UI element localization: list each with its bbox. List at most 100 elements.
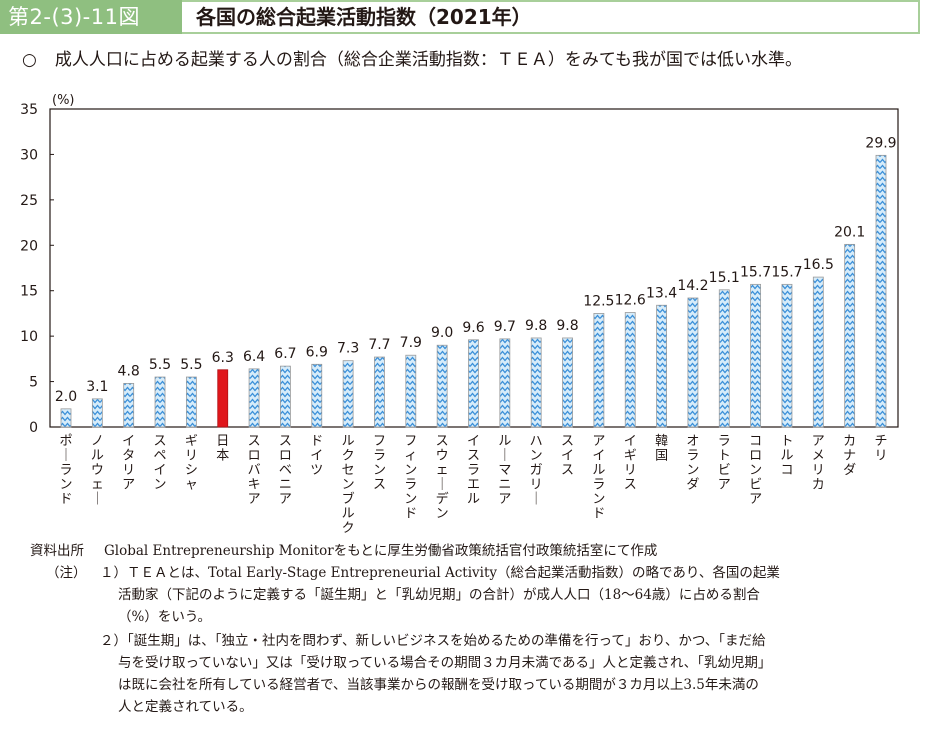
value-label: 20.1 bbox=[834, 224, 865, 240]
y-axis-ticks: 0 5 10 15 20 25 30 35 bbox=[20, 102, 54, 436]
value-label: 12.5 bbox=[583, 293, 614, 309]
note-label: （注） bbox=[46, 565, 87, 581]
value-labels: 2.0 3.1 4.8 5.5 5.5 6.3 6.4 6.7 6.9 7.3 7.7 7.9 9.0 9… bbox=[55, 135, 897, 404]
category-label: イギリス bbox=[624, 434, 637, 493]
bar-chart: (%) 0 5 10 15 20 25 30 35 2.0 3.1 4.8 5.5 5.5 6.3 6.4… bbox=[20, 93, 899, 536]
bar bbox=[91, 398, 103, 428]
note-2-line-2: 与を受け取っていない」又は「受け取っている場合その期間３カ月未満である」人と定義… bbox=[118, 655, 772, 671]
value-label: 16.5 bbox=[803, 257, 834, 273]
category-label: ドイツ bbox=[310, 434, 323, 478]
value-label: 9.8 bbox=[556, 318, 578, 334]
bar bbox=[781, 283, 793, 428]
category-label: スペイン bbox=[154, 434, 167, 493]
category-labels: ポ｜ランド ノルウェ｜ イタリア スペイン ギリシャ 日本 スロバキア スロベニア ドイツ ルクセ… bbox=[59, 434, 887, 536]
bar bbox=[60, 408, 72, 428]
bar bbox=[468, 339, 479, 428]
figure-number: 第2-(3)-11図 bbox=[0, 0, 182, 34]
note-2-line-1: ２）「誕生期」は、「独立・社内を問わず、新しいビジネスを始めるための準備を行って… bbox=[100, 633, 766, 649]
category-label: イスラエル bbox=[467, 434, 480, 507]
category-label: フィンランド bbox=[404, 434, 417, 522]
value-label: 9.8 bbox=[525, 318, 547, 334]
bar bbox=[123, 382, 135, 428]
category-label: スウェ｜デン bbox=[436, 434, 449, 522]
category-label: ポ｜ランド bbox=[59, 434, 72, 507]
bar bbox=[718, 289, 730, 428]
y-tick-label: 5 bbox=[29, 375, 38, 391]
bar bbox=[185, 376, 197, 428]
value-label: 3.1 bbox=[86, 379, 108, 395]
y-tick-label: 10 bbox=[20, 329, 38, 345]
value-label: 4.8 bbox=[118, 363, 140, 379]
note-2-line-4: 人と定義されている。 bbox=[118, 699, 253, 715]
category-label: ルクセンブルク bbox=[342, 434, 355, 536]
category-label: ギリシャ bbox=[185, 434, 198, 493]
value-label: 12.6 bbox=[615, 293, 646, 309]
category-label: スロベニア bbox=[279, 434, 292, 507]
note-2-line-3: は既に会社を所有している経営者で、当該事業からの報酬を受け取っている期間が３カ月… bbox=[118, 677, 759, 693]
category-label: アメリカ bbox=[812, 434, 825, 493]
summary-text: 成人人口に占める起業する人の割合（総合企業活動指数：ＴＥＡ）をみても我が国では低… bbox=[54, 50, 802, 70]
bar bbox=[280, 365, 291, 428]
value-label: 6.3 bbox=[212, 350, 234, 366]
bar bbox=[593, 313, 605, 428]
category-label: トルコ bbox=[780, 434, 793, 478]
value-label: 6.9 bbox=[306, 344, 328, 360]
category-label: ハンガリ｜ bbox=[530, 434, 543, 507]
y-tick-label: 0 bbox=[29, 420, 38, 436]
y-axis-unit-label: (%) bbox=[52, 93, 75, 108]
value-label: 5.5 bbox=[149, 357, 171, 373]
category-label: コロンビア bbox=[749, 434, 762, 507]
value-label: 7.7 bbox=[368, 337, 390, 353]
value-label: 13.4 bbox=[646, 285, 677, 301]
category-label: 韓国 bbox=[655, 434, 668, 464]
bar bbox=[875, 154, 887, 428]
value-label: 9.7 bbox=[494, 319, 516, 335]
category-label: 日本 bbox=[216, 434, 229, 464]
bar bbox=[374, 356, 385, 428]
bar bbox=[248, 368, 260, 428]
value-label: 6.4 bbox=[243, 349, 265, 365]
bullet-circle-icon: ○ bbox=[22, 50, 37, 70]
category-label: チリ bbox=[874, 434, 887, 464]
bar bbox=[342, 360, 354, 428]
value-label: 7.3 bbox=[337, 341, 359, 357]
category-label: スイス bbox=[561, 434, 574, 478]
source-text: Global Entrepreneurship Monitorをもとに厚生労働省… bbox=[104, 543, 658, 559]
bar bbox=[405, 354, 417, 428]
value-label: 14.2 bbox=[677, 278, 708, 294]
bar bbox=[624, 312, 636, 428]
value-label: 5.5 bbox=[180, 357, 202, 373]
value-label: 7.9 bbox=[400, 335, 422, 351]
y-tick-label: 15 bbox=[20, 284, 38, 300]
bar bbox=[687, 297, 699, 428]
bar bbox=[844, 243, 856, 428]
figure-title: 各国の総合起業活動指数（2021年） bbox=[182, 0, 920, 34]
value-label: 2.0 bbox=[55, 389, 77, 405]
value-label: 15.1 bbox=[709, 270, 740, 286]
value-label: 9.0 bbox=[431, 325, 453, 341]
category-label: ル｜マニア bbox=[498, 434, 511, 507]
bar bbox=[812, 276, 824, 428]
bars bbox=[60, 154, 887, 428]
category-label: ノルウェ｜ bbox=[91, 434, 104, 507]
category-label: アイルランド bbox=[592, 434, 605, 522]
source-label: 資料出所 bbox=[30, 543, 84, 559]
bar bbox=[656, 304, 667, 428]
y-tick-label: 30 bbox=[20, 147, 38, 163]
value-label: 15.7 bbox=[740, 264, 771, 280]
category-label: イタリア bbox=[122, 434, 135, 493]
value-label: 6.7 bbox=[274, 346, 296, 362]
category-label: ラトビア bbox=[718, 434, 731, 493]
value-label: 15.7 bbox=[771, 264, 802, 280]
bar bbox=[562, 337, 573, 428]
note-1-line-2: 活動家（下記のように定義する「誕生期」と「乳幼児期」の合計）が成人人口（18～6… bbox=[118, 587, 760, 603]
bar bbox=[530, 337, 542, 428]
summary-line: ○ 成人人口に占める起業する人の割合（総合企業活動指数：ＴＥＡ）をみても我が国では… bbox=[22, 48, 802, 72]
category-label: カナダ bbox=[843, 434, 856, 478]
value-label: 29.9 bbox=[865, 135, 896, 151]
note-1-line-3: （%）をいう。 bbox=[118, 609, 212, 625]
bar bbox=[436, 344, 448, 428]
bar bbox=[499, 338, 511, 428]
category-label: オランダ bbox=[686, 434, 699, 493]
y-tick-label: 20 bbox=[20, 238, 38, 254]
